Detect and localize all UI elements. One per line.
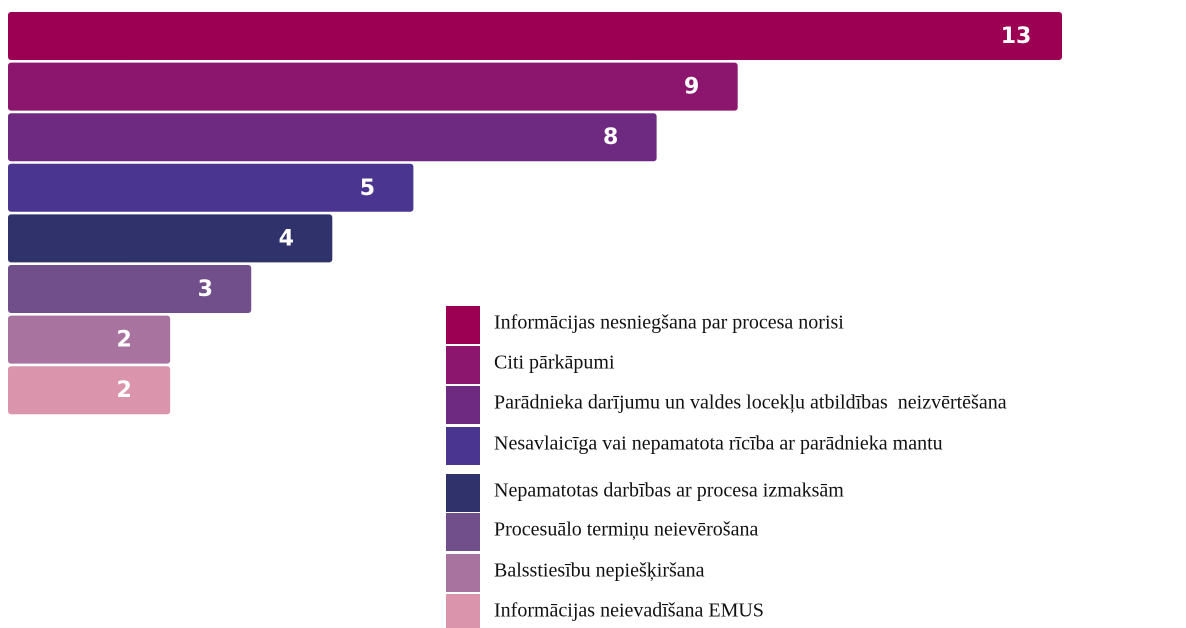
legend-label: Parādnieka darījumu un valdes locekļu at… bbox=[494, 392, 1007, 414]
legend-label: Nepamatotas darbības ar procesa izmaksām bbox=[494, 480, 844, 502]
value-label: 2 bbox=[116, 328, 131, 353]
bar bbox=[8, 62, 738, 111]
legend-swatch bbox=[446, 386, 480, 424]
bar bbox=[8, 315, 171, 364]
legend-label: Balsstiesību nepiešķiršana bbox=[494, 560, 705, 582]
value-label: 2 bbox=[116, 378, 131, 403]
legend-label: Informācijas nesniegšana par procesa nor… bbox=[494, 312, 844, 334]
bar bbox=[8, 113, 657, 162]
bar bbox=[8, 366, 171, 415]
value-label: 13 bbox=[1001, 24, 1032, 49]
legend-label: Nesavlaicīga vai nepamatota rīcība ar pa… bbox=[494, 433, 943, 455]
legend-swatch bbox=[446, 554, 480, 592]
legend-swatch bbox=[446, 306, 480, 344]
bar bbox=[8, 265, 252, 313]
value-label: 3 bbox=[198, 277, 213, 302]
value-label: 8 bbox=[603, 125, 618, 150]
legend-swatch bbox=[446, 346, 480, 384]
legend: Informācijas nesniegšana par procesa nor… bbox=[446, 306, 1007, 628]
bar bbox=[8, 214, 333, 263]
value-label: 5 bbox=[360, 176, 375, 201]
legend-label: Informācijas neievadīšana EMUS bbox=[494, 600, 764, 622]
value-label: 9 bbox=[684, 75, 699, 100]
bars: 13 9 8 5 4 3 2 2 bbox=[8, 12, 1062, 415]
bar bbox=[8, 163, 414, 212]
bar bbox=[8, 12, 1062, 60]
legend-label: Procesuālo termiņu neievērošana bbox=[494, 519, 758, 541]
legend-label: Citi pārkāpumi bbox=[494, 352, 615, 374]
value-label: 4 bbox=[279, 226, 294, 251]
legend-swatch bbox=[446, 474, 480, 512]
legend-swatch bbox=[446, 427, 480, 465]
legend-swatch bbox=[446, 513, 480, 551]
legend-swatch bbox=[446, 594, 480, 628]
